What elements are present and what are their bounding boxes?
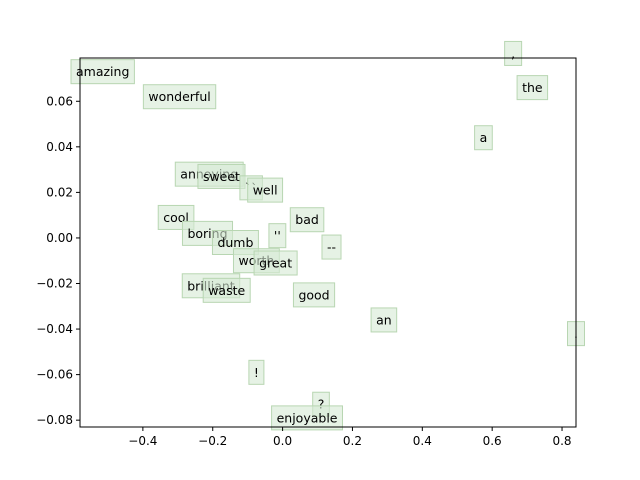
- word-point: amazing: [70, 59, 135, 85]
- word-point: wonderful: [142, 84, 217, 110]
- word-point-box: [202, 277, 251, 303]
- word-point-label: --: [327, 240, 336, 255]
- x-tick-label: −0.2: [198, 434, 227, 448]
- word-point-box: [321, 234, 342, 260]
- word-point: bad: [289, 207, 325, 233]
- word-point: enjoyable: [271, 405, 343, 431]
- word-point: ,: [504, 40, 523, 66]
- word-point: !: [248, 359, 265, 385]
- y-tick-label: −0.04: [36, 322, 73, 336]
- word-point-label: amazing: [76, 64, 129, 79]
- word-point: sweet: [197, 163, 246, 189]
- word-point-label: wonderful: [148, 89, 210, 104]
- word-point-label: dumb: [217, 235, 253, 250]
- x-tick-label: 0.8: [552, 434, 571, 448]
- word-point-box: [271, 405, 343, 431]
- word-point-label: good: [298, 287, 329, 302]
- word-point: good: [292, 282, 336, 308]
- y-tick-label: −0.06: [36, 368, 73, 382]
- y-tick-label: −0.02: [36, 277, 73, 291]
- word-point-label: bad: [295, 212, 319, 227]
- word-point: '': [268, 223, 287, 249]
- word-point: the: [516, 75, 549, 101]
- word-point-label: an: [376, 312, 392, 327]
- word-point-box: [474, 125, 493, 151]
- word-point-label: a: [480, 130, 488, 145]
- word-point-label: the: [522, 80, 543, 95]
- word-point-box: [253, 250, 298, 276]
- word-point-box: [504, 40, 523, 66]
- y-tick-label: 0.06: [46, 94, 73, 108]
- word-point: an: [370, 307, 398, 333]
- word-point-label: great: [259, 256, 292, 271]
- x-tick-label: 0.2: [343, 434, 362, 448]
- word-point-box: [289, 207, 325, 233]
- axes-frame: [79, 57, 577, 428]
- word-point-box: [248, 359, 265, 385]
- y-tick-label: 0.00: [46, 231, 73, 245]
- word-point-label: enjoyable: [277, 410, 338, 425]
- word-point-label: well: [253, 183, 278, 198]
- word-point: well: [247, 177, 284, 203]
- word-point-box: [197, 163, 246, 189]
- x-tick-label: −0.4: [128, 434, 157, 448]
- word-point-box: [370, 307, 398, 333]
- word-point-box: [516, 75, 549, 101]
- y-tick-label: −0.08: [36, 413, 73, 427]
- y-tick-label: 0.04: [46, 140, 73, 154]
- x-tick-label: 0.4: [413, 434, 432, 448]
- word-point-label: sweet: [203, 169, 240, 184]
- x-tick-label: 0.0: [273, 434, 292, 448]
- word-point-label: '': [274, 228, 281, 243]
- x-tick-label: 0.6: [483, 434, 502, 448]
- word-point-label: waste: [208, 283, 245, 298]
- word-point-box: [268, 223, 287, 249]
- word-point-box: [142, 84, 217, 110]
- word-point-box: [247, 177, 284, 203]
- word-point-box: [70, 59, 135, 85]
- word-point: a: [474, 125, 493, 151]
- word-point-label: ?: [318, 397, 325, 412]
- word-point-label: !: [254, 365, 259, 380]
- word-labels-layer: amazingwonderful,theaannoyingsweet``well…: [70, 40, 585, 431]
- word-point-label: ,: [511, 46, 515, 61]
- word-point: great: [253, 250, 298, 276]
- y-axis: −0.08 −0.06 −0.04 −0.02 0.00 0.02 0.04 0.06: [36, 94, 80, 427]
- word-point: waste: [202, 277, 251, 303]
- word-point: --: [321, 234, 342, 260]
- word-point-box: [292, 282, 336, 308]
- x-axis: −0.4 −0.2 0.0 0.2 0.4 0.6 0.8: [128, 427, 572, 448]
- y-tick-label: 0.02: [46, 185, 73, 199]
